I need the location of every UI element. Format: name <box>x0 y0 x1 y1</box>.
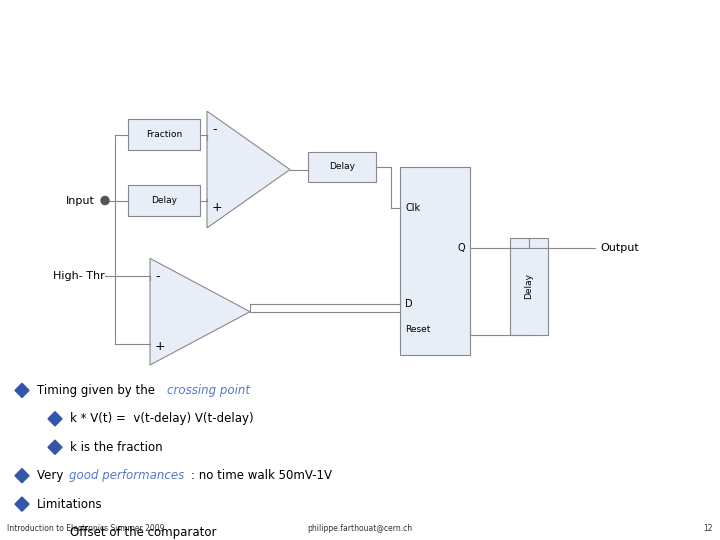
Polygon shape <box>207 111 290 228</box>
Text: D: D <box>405 299 413 309</box>
Text: -: - <box>155 270 160 283</box>
Text: Constant fraction (2): Constant fraction (2) <box>431 13 709 37</box>
Polygon shape <box>15 497 29 511</box>
Polygon shape <box>48 411 62 426</box>
Text: 12: 12 <box>703 524 713 533</box>
Text: Introduction to Electronics Summer 2009: Introduction to Electronics Summer 2009 <box>7 524 165 533</box>
Text: Limitations: Limitations <box>37 498 103 511</box>
Text: Input: Input <box>66 195 95 206</box>
Text: +: + <box>155 340 166 353</box>
Text: Delay: Delay <box>329 163 355 172</box>
Text: k * V(t) =  v(t-delay) V(t-delay): k * V(t) = v(t-delay) V(t-delay) <box>70 413 253 426</box>
Bar <box>128 119 200 150</box>
Text: High- Thr: High- Thr <box>53 271 105 281</box>
Circle shape <box>101 197 109 205</box>
Polygon shape <box>48 440 62 454</box>
Text: crossing point: crossing point <box>167 384 250 397</box>
Text: philippe.farthouat@cern.ch: philippe.farthouat@cern.ch <box>307 524 413 533</box>
Bar <box>128 185 200 216</box>
Text: Fraction: Fraction <box>146 130 182 139</box>
Text: Offset of the comparator: Offset of the comparator <box>70 526 217 539</box>
Polygon shape <box>48 525 62 539</box>
Text: Q: Q <box>457 243 465 253</box>
Bar <box>400 167 470 355</box>
Polygon shape <box>15 383 29 397</box>
Text: Timing given by the: Timing given by the <box>37 384 158 397</box>
Text: Delay: Delay <box>524 273 534 299</box>
Text: k is the fraction: k is the fraction <box>70 441 163 454</box>
Text: +: + <box>212 201 222 214</box>
Text: Delay: Delay <box>151 196 177 205</box>
Polygon shape <box>150 258 250 365</box>
Bar <box>510 238 548 335</box>
Text: Output: Output <box>600 243 639 253</box>
Text: Reset: Reset <box>405 325 431 334</box>
Bar <box>308 152 376 182</box>
Text: good performances: good performances <box>69 469 184 482</box>
Text: : no time walk 50mV-1V: : no time walk 50mV-1V <box>191 469 332 482</box>
Polygon shape <box>15 469 29 483</box>
Text: Very: Very <box>37 469 67 482</box>
Text: -: - <box>212 123 217 136</box>
Text: Clk: Clk <box>405 202 420 213</box>
